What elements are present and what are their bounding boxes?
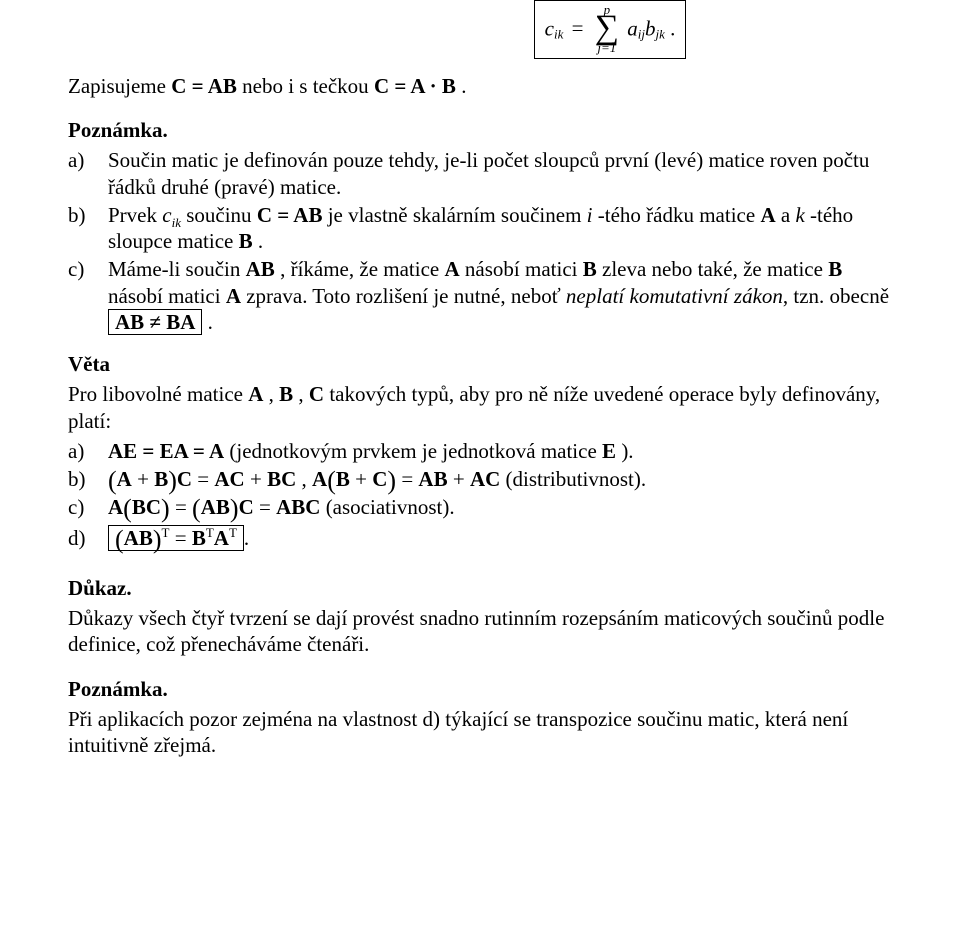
heading-dukaz: Důkaz. [68,575,892,601]
sym-a: a [627,16,638,40]
note-c-mid4: násobí matici [108,284,226,308]
note-c-mid3: zleva nebo také, že matice [602,257,828,281]
formula-row: cik = p ∑ j=1 aijbjk . [328,0,892,73]
note-c-mid2: násobí matici [465,257,583,281]
marker-c2: c) [68,494,108,520]
boxed-transpose: (AB)T = BTAT [108,525,244,551]
txt-zap-pre: Zapisujeme [68,74,171,98]
note-c-pre: Máme-li součin [108,257,246,281]
sym-B: B [239,229,253,253]
note-b-mid2: je vlastně skalárním součinem [328,203,587,227]
eq-sign: = [572,16,584,40]
note-c-mid5: zprava. Toto rozlišení je nutné, neboť [246,284,566,308]
marker-c: c) [68,256,108,282]
veta-a-content: AE = EA = A (jednotkovým prvkem je jedno… [108,438,892,464]
sym-c2: c [162,203,171,227]
math-CAB: C = AB [171,74,237,98]
veta-item-b: b) (A + B)C = AC + BC , A(B + C) = AB + … [68,466,892,492]
sum-icon: p ∑ j=1 [595,3,619,54]
note-c-content: Máme-li součin AB , říkáme, že matice A … [108,256,892,335]
sup-T3: T [229,525,237,540]
veta-d-content: (AB)T = BTAT . [108,525,892,551]
note-b-content: Prvek cik součinu C = AB je vlastně skal… [108,202,892,255]
sym-i: i [587,203,593,227]
sym-B2: B [583,257,597,281]
note-item-c: c) Máme-li součin AB , říkáme, že matice… [68,256,892,335]
sub-ik2: ik [172,215,181,230]
heading-poznamka2: Poznámka. [68,676,892,702]
veta-b-post: (distributivnost). [506,467,647,491]
veta-item-a: a) AE = EA = A (jednotkovým prvkem je je… [68,438,892,464]
note-a-text: Součin matic je definován pouze tehdy, j… [108,147,892,200]
veta-a-end: ). [621,439,633,463]
veta-intro: Pro libovolné matice A , B , C takových … [68,381,892,434]
sym-c: c [545,16,554,40]
boxed-ab-neq-ba: AB ≠ BA [108,309,202,335]
marker-b: b) [68,202,108,228]
formula-period: . [670,16,675,40]
veta-a-post: (jednotkovým prvkem je jednotková matice [229,439,602,463]
note-c-mid1: , říkáme, že matice [280,257,444,281]
note-b-mid1: součinu [186,203,257,227]
heading-poznamka: Poznámka. [68,117,892,143]
txt-zap-period: . [461,74,466,98]
math-distr-left: (A + B)C = AC + BC [108,467,296,491]
sub-ik: ik [554,26,563,41]
line-zapisujeme: Zapisujeme C = AB nebo i s tečkou C = A … [68,73,892,99]
sym-A2: A [445,257,460,281]
boxed-formula: cik = p ∑ j=1 aijbjk . [534,0,687,59]
marker-a2: a) [68,438,108,464]
veta-c-content: A(BC) = (AB)C = ABC (asociativnost). [108,494,892,520]
sym-AB: AB [246,257,275,281]
veta-d-period: . [244,526,249,550]
note-c-period: . [208,310,213,334]
marker-d2: d) [68,525,108,551]
sub-ij: ij [638,26,645,41]
sym-A: A [760,203,775,227]
math-CAdotB: C = A · B [374,74,456,98]
heading-veta: Věta [68,351,892,377]
marker-b2: b) [68,466,108,492]
sup-T1: T [162,525,170,540]
note-item-a: a) Součin matic je definován pouze tehdy… [68,147,892,200]
sym-b: b [645,16,656,40]
note-item-b: b) Prvek cik součinu C = AB je vlastně s… [68,202,892,255]
note-c-tzn: , tzn. [783,284,830,308]
sym-E: E [602,439,616,463]
veta-intro-pre: Pro libovolné matice [68,382,248,406]
note-b-mid3: -tého řádku matice [598,203,761,227]
sym-A3: A [226,284,241,308]
note-b-period: . [258,229,263,253]
veta-b-content: (A + B)C = AC + BC , A(B + C) = AB + AC … [108,466,892,492]
math-CAB2: C = AB [257,203,323,227]
sum-lower: j=1 [595,41,619,54]
veta-c-post: (asociativnost). [326,495,455,519]
sym-A4: A [248,382,263,406]
note-c-ital: neplatí komutativní zákon [566,284,783,308]
math-distr-right: A(B + C) = AB + AC [312,467,500,491]
sup-T2: T [206,525,214,540]
math-ae-ea-a: AE = EA = A [108,439,224,463]
sym-B3: B [828,257,842,281]
note-b-pre: Prvek [108,203,162,227]
sym-C4: C [309,382,324,406]
sub-jk: jk [655,26,664,41]
sigma-icon: ∑ [595,14,619,43]
veta-item-c: c) A(BC) = (AB)C = ABC (asociativnost). [68,494,892,520]
marker-a: a) [68,147,108,173]
note-b-mid4: a [781,203,796,227]
page-root: cik = p ∑ j=1 aijbjk . Zapisujeme C = AB… [0,0,960,935]
note-c-obecne: obecně [830,284,889,308]
veta-item-d: d) (AB)T = BTAT . [68,525,892,551]
sym-k: k [795,203,804,227]
sym-B4: B [279,382,293,406]
dukaz-text: Důkazy všech čtyř tvrzení se dají provés… [68,605,892,658]
math-assoc: A(BC) = (AB)C = ABC [108,495,320,519]
txt-zap-mid: nebo i s tečkou [242,74,374,98]
poznamka2-text: Při aplikacích pozor zejména na vlastnos… [68,706,892,759]
